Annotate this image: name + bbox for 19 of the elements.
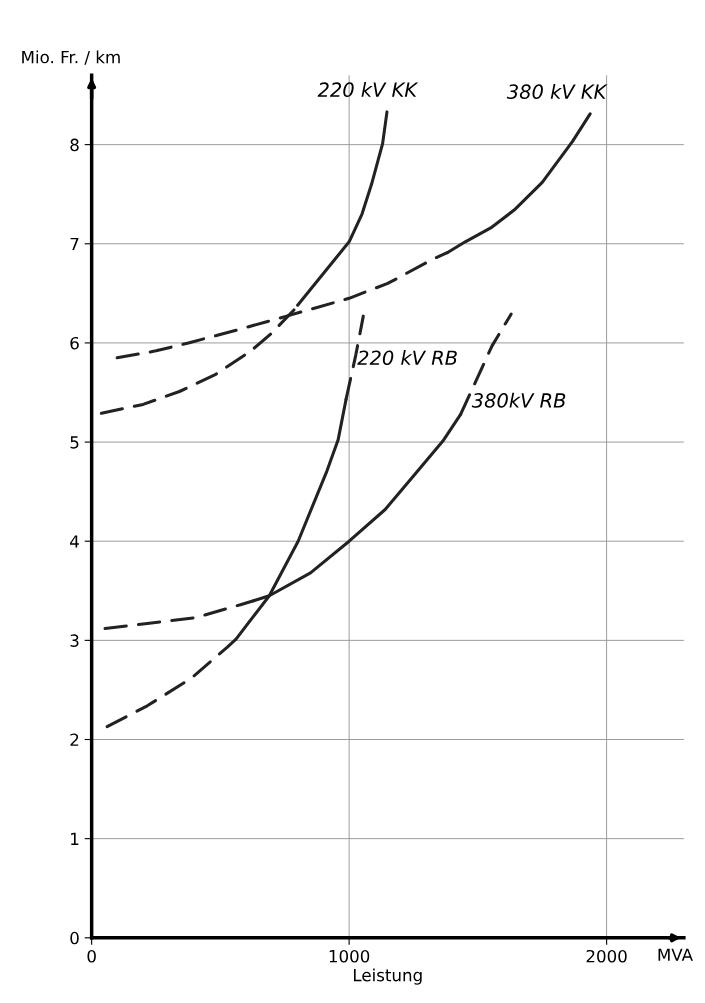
x-tick-label: 0	[87, 949, 96, 963]
x-tick-label: 1000	[329, 949, 370, 963]
y-tick-label: 6	[70, 336, 79, 350]
y-tick-label: 8	[70, 138, 79, 152]
y-tick-label: 4	[70, 535, 79, 548]
y-tick-label: 3	[70, 634, 79, 647]
y-tick-label: 1	[71, 832, 79, 845]
y-axis-title: Mio. Fr. / km	[22, 50, 120, 65]
y-tick-label: 0	[70, 931, 79, 945]
y-tick-label: 5	[70, 436, 79, 449]
x-tick-label: 2000	[586, 949, 627, 963]
series-label: 380 kV KK	[506, 83, 608, 100]
series-label: 220 kV KK	[317, 81, 419, 98]
text: MVA	[658, 948, 693, 961]
series-label: 220 kV RB	[357, 350, 457, 366]
series-label: 380kV RB	[471, 392, 566, 408]
y-tick-label: 2	[70, 733, 79, 746]
x-axis-title: Leistung	[353, 968, 422, 985]
y-tick-label: 7	[70, 237, 79, 251]
